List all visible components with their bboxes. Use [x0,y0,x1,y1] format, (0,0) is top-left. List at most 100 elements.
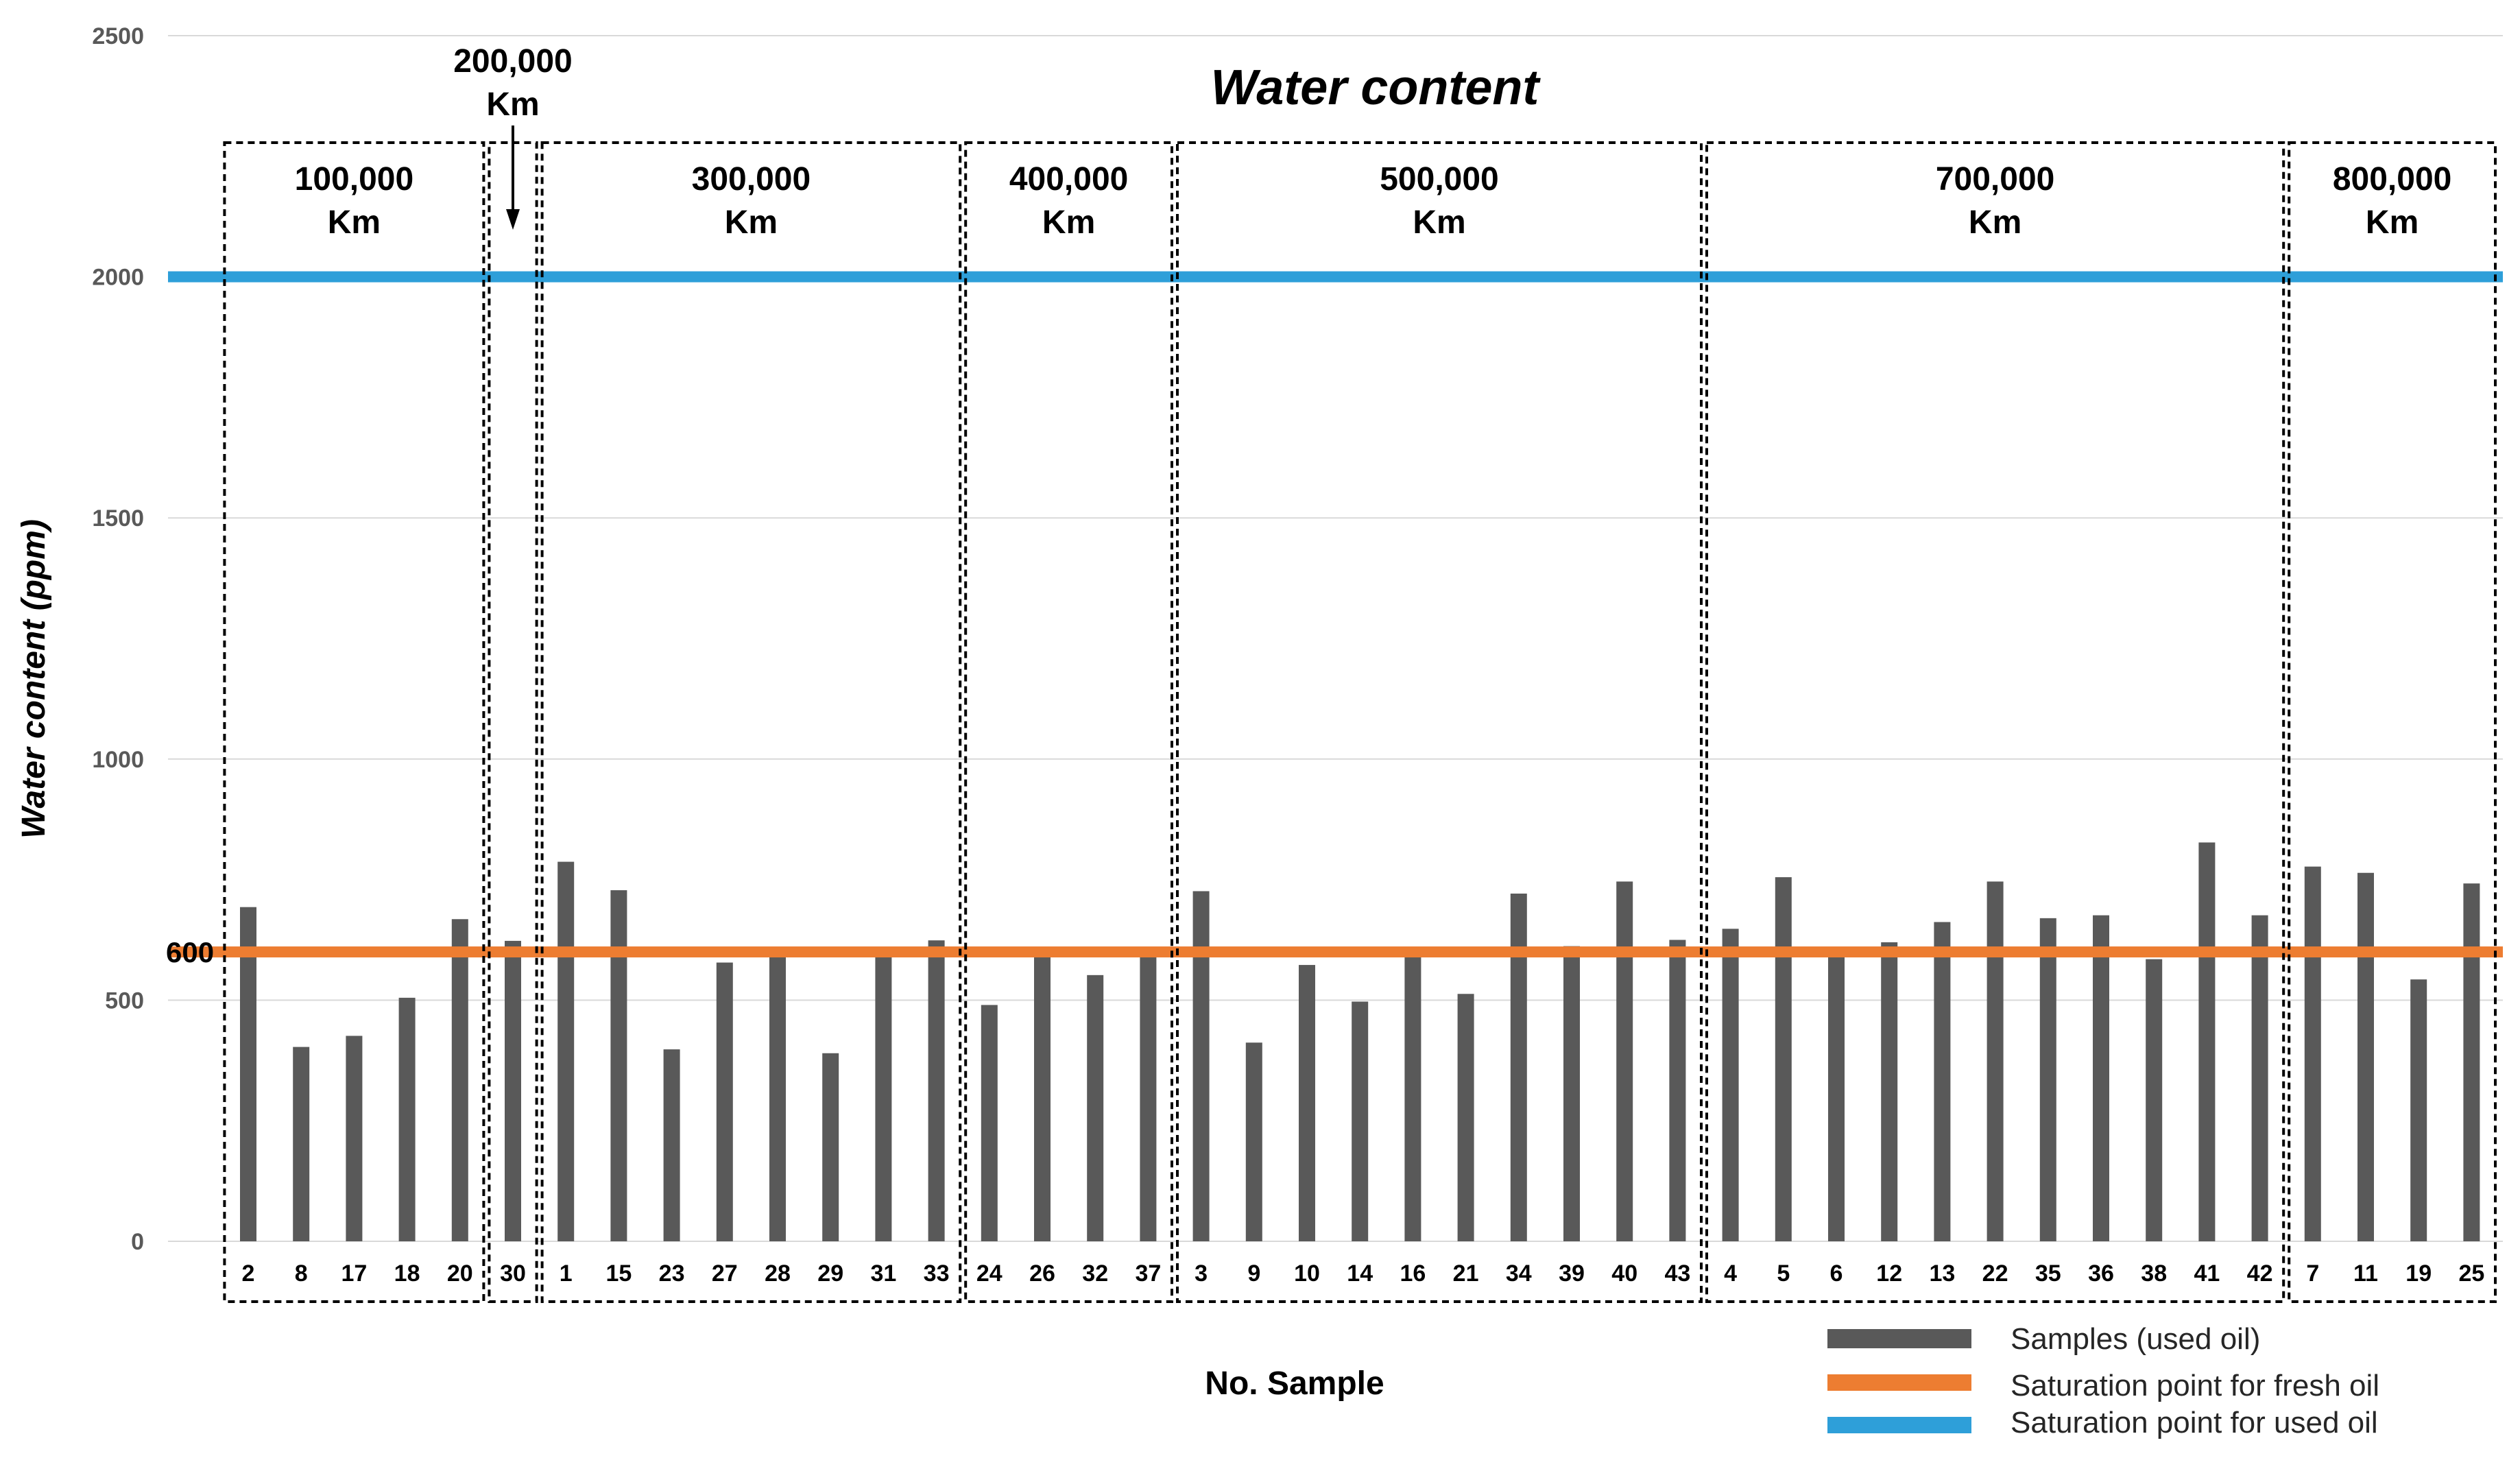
x-tick-label: 21 [1453,1260,1479,1287]
bar [928,940,945,1241]
bar [557,861,575,1241]
legend-label-used-oil: Saturation point for used oil [2011,1406,2378,1439]
group-label-unit: Km [1413,204,1465,241]
y-tick-label: 2000 [92,265,144,291]
x-tick-label: 19 [2405,1260,2432,1287]
x-tick-label: 20 [447,1260,473,1287]
mileage-group: 200,000 Km [453,43,573,1303]
x-tick-label: 30 [500,1260,526,1287]
bar [2304,866,2321,1241]
bar [2410,979,2427,1241]
mileage-group: 800,000 Km [2288,141,2497,1303]
x-tick-label: 6 [1830,1260,1843,1287]
y-axis-label: Water content (ppm) [16,519,52,839]
x-tick-label: 28 [765,1260,791,1287]
x-tick-label: 13 [1929,1260,1955,1287]
mileage-groups: 100,000Km200,000Km300,000Km400,000Km500,… [223,43,2497,1303]
x-tick-label: 26 [1029,1260,1055,1287]
group-box [964,141,1173,1303]
mileage-group: 100,000 Km [223,141,485,1303]
bars [240,842,2480,1241]
group-label-distance: 300,000 [692,161,811,198]
legend: Samples (used oil) Saturation point for … [1827,1322,2379,1439]
x-tick-label: 38 [2141,1260,2167,1287]
bar [398,997,416,1241]
bar [1299,965,1315,1241]
bar [610,890,627,1241]
mileage-group: 400,000 Km [964,141,1173,1303]
x-tick-label: 11 [2353,1260,2378,1287]
bar [1245,1042,1262,1241]
group-label-unit: Km [1042,204,1095,241]
mileage-group: 700,000 Km [1705,141,2285,1303]
fresh-oil-value-label: 600 [166,936,214,968]
mileage-group: 300,000 Km [540,141,962,1303]
bar [1192,891,1210,1241]
reference-lines: 600 [166,271,2503,968]
x-tick-label: 27 [712,1260,738,1287]
x-tick-label: 8 [295,1260,308,1287]
bar [2146,959,2163,1241]
group-label-unit: Km [2366,204,2419,241]
x-tick-label: 34 [1506,1260,1532,1287]
bar [2093,915,2109,1241]
bar [1034,957,1051,1241]
x-tick-label: 33 [924,1260,950,1287]
y-tick-label: 2500 [92,23,144,49]
x-tick-label: 18 [394,1260,420,1287]
bar [1457,994,1474,1241]
x-tick-label: 41 [2194,1260,2220,1287]
x-tick-label: 23 [659,1260,685,1287]
group-arrow-head [506,209,520,230]
reference-line [168,271,2503,283]
x-tick-label: 43 [1664,1260,1690,1287]
group-label-unit: Km [486,86,539,123]
bar [346,1036,363,1241]
bar [2198,842,2216,1241]
bar [875,953,892,1241]
mileage-group: 500,000 Km [1176,141,1703,1303]
bar [240,907,256,1241]
legend-swatch-samples [1827,1329,1971,1348]
x-tick-label: 37 [1135,1260,1161,1287]
group-label-distance: 100,000 [295,161,414,198]
group-label-distance: 500,000 [1380,161,1499,198]
bar [769,955,786,1241]
x-tick-label: 5 [1777,1260,1790,1287]
x-tick-label: 3 [1195,1260,1208,1287]
bar [2251,915,2268,1241]
y-tick-label: 500 [105,988,144,1014]
reference-line [168,946,2503,958]
y-tick-label: 1000 [92,747,144,773]
x-tick-label: 32 [1082,1260,1108,1287]
bar [451,919,468,1241]
x-tick-label: 2 [242,1260,255,1287]
legend-label-fresh-oil: Saturation point for fresh oil [2011,1369,2379,1402]
x-tick-label: 9 [1247,1260,1260,1287]
x-tick-label: 36 [2088,1260,2114,1287]
x-tick-label: 17 [341,1260,367,1287]
group-label-unit: Km [1969,204,2021,241]
x-tick-label: 39 [1559,1260,1585,1287]
bar [1404,953,1421,1241]
legend-label-samples: Samples (used oil) [2011,1322,2260,1356]
bar [1087,975,1104,1241]
bar [981,1005,998,1241]
x-tick-label: 7 [2306,1260,2319,1287]
x-axis-ticks: 2 8 17 18 20 30 1 15 23 27 28 29 31 33 24 26 32 37 3 9 10 14 1… [242,1260,2485,1287]
y-tick-label: 1500 [92,505,144,531]
x-tick-label: 42 [2247,1260,2273,1287]
x-tick-label: 10 [1294,1260,1320,1287]
bar [1616,881,1633,1241]
group-label-distance: 700,000 [1936,161,2055,198]
bar [716,962,733,1241]
bar [293,1047,310,1241]
x-tick-label: 40 [1611,1260,1637,1287]
bar [1669,940,1686,1241]
bar [1828,956,1845,1241]
group-label-unit: Km [725,204,778,241]
bar [663,1049,680,1241]
x-tick-label: 24 [976,1260,1003,1287]
legend-swatch-fresh-oil [1827,1374,1971,1391]
